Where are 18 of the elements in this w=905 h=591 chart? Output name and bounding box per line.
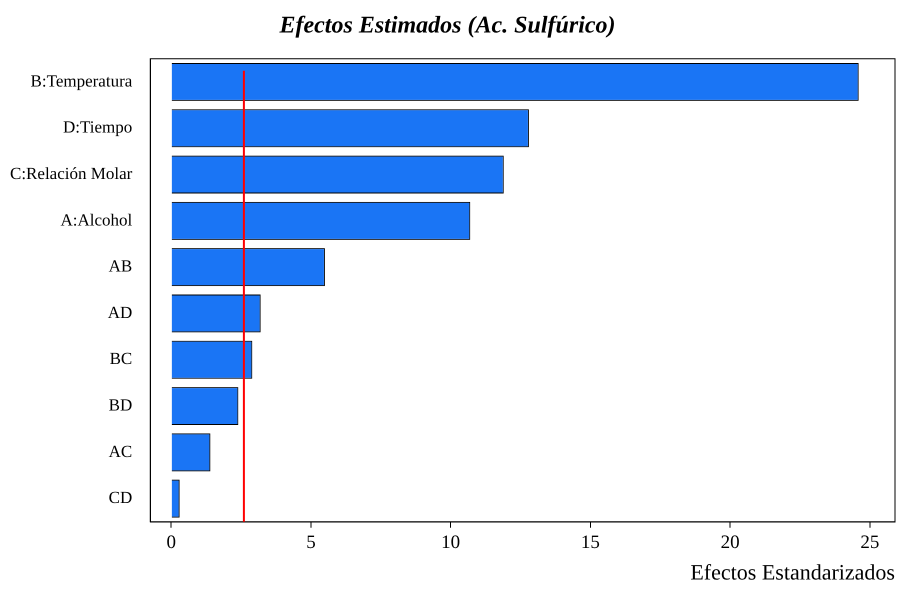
y-tick-label: BD	[108, 396, 132, 415]
y-tick-label: CD	[108, 488, 132, 508]
y-tick-label: B:Temperatura	[30, 71, 133, 90]
x-tick-label: 5	[306, 532, 316, 554]
y-tick-label: AC	[108, 442, 132, 461]
y-tick-label: BC	[110, 349, 132, 368]
y-tick-label: D:Tiempo	[63, 118, 132, 137]
x-tick-label: 10	[441, 532, 460, 554]
y-tick-label: C:Relación Molar	[10, 164, 133, 184]
y-tick-label: A:Alcohol	[60, 210, 133, 230]
x-tick-label: 0	[166, 532, 176, 554]
x-tick-label: 25	[860, 532, 880, 554]
y-tick-label: AD	[108, 302, 132, 322]
x-tick-label: 20	[720, 532, 740, 554]
x-axis-title: Efectos Estandarizados	[690, 560, 895, 585]
x-tick-label: 15	[580, 532, 600, 554]
y-tick-label: AB	[108, 256, 132, 276]
chart-title: Efectos Estimados (Ac. Sulfúrico)	[278, 12, 616, 39]
